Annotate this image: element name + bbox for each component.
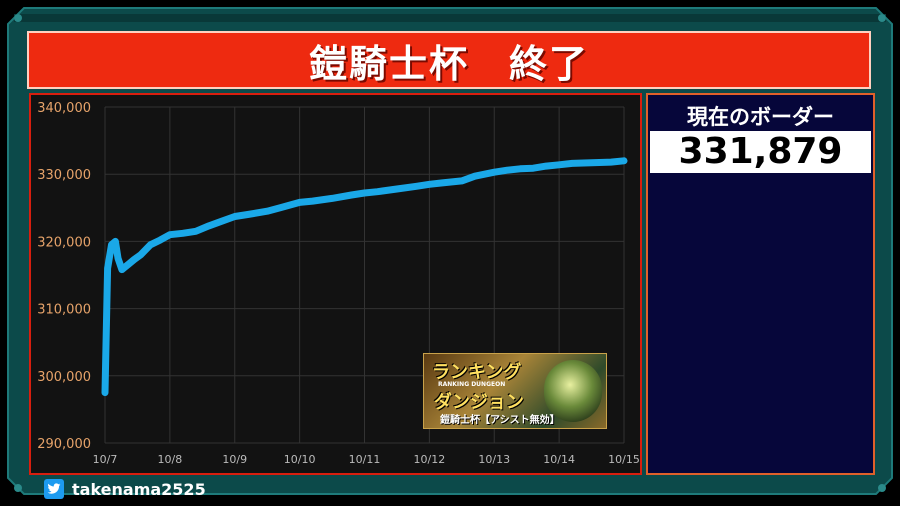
y-axis: 290,000 300,000 310,000 320,000 330,000 340,0…: [37, 101, 91, 452]
x-tick-label: 10/12: [414, 453, 446, 466]
border-panel: 現在のボーダー 331,879: [646, 93, 875, 475]
x-tick-label: 10/10: [284, 453, 316, 466]
badge-event-name: 鎧騎士杯【アシスト無効】: [440, 415, 560, 426]
y-tick-label: 330,000: [37, 168, 91, 183]
border-line-chart: 290,000 300,000 310,000 320,000 330,000 340,0…: [37, 101, 640, 466]
x-tick-label: 10/13: [478, 453, 510, 466]
twitter-handle[interactable]: takenama2525: [72, 479, 206, 499]
badge-character-art: [544, 360, 602, 422]
border-label: 現在のボーダー: [687, 105, 834, 129]
border-value-box: 331,879: [650, 131, 871, 173]
corner-bolt-icon: [14, 14, 22, 22]
y-tick-label: 300,000: [37, 370, 91, 385]
border-score-line: [101, 157, 628, 397]
x-tick-label: 10/11: [349, 453, 381, 466]
x-tick-label: 10/8: [158, 453, 183, 466]
page-title: 鎧騎士杯 終了: [308, 41, 589, 86]
x-tick-label: 10/15: [608, 453, 640, 466]
x-tick-label: 10/14: [543, 453, 575, 466]
corner-bolt-icon: [878, 14, 886, 22]
y-tick-label: 310,000: [37, 303, 91, 318]
y-tick-label: 290,000: [37, 437, 91, 452]
badge-title-line2: ダンジョン: [434, 392, 524, 413]
x-tick-label: 10/7: [93, 453, 118, 466]
corner-bolt-icon: [878, 484, 886, 492]
event-badge-image: ランキング RANKING DUNGEON ダンジョン 鎧騎士杯【アシスト無効】: [423, 353, 607, 429]
badge-title-line1: ランキング: [432, 362, 522, 383]
border-value: 331,879: [678, 131, 843, 172]
chart-series: [101, 157, 628, 397]
corner-bolt-icon: [14, 484, 22, 492]
twitter-icon[interactable]: [44, 479, 64, 499]
x-tick-label: 10/9: [222, 453, 247, 466]
title-banner: 鎧騎士杯 終了: [27, 31, 871, 89]
badge-subtitle: RANKING DUNGEON: [438, 381, 506, 388]
y-tick-label: 340,000: [37, 101, 91, 116]
footer: takenama2525: [44, 478, 206, 500]
x-axis: 10/7 10/8 10/9 10/10 10/11 10/12 10/13 10/14 10/…: [93, 453, 640, 466]
y-tick-label: 320,000: [37, 235, 91, 250]
